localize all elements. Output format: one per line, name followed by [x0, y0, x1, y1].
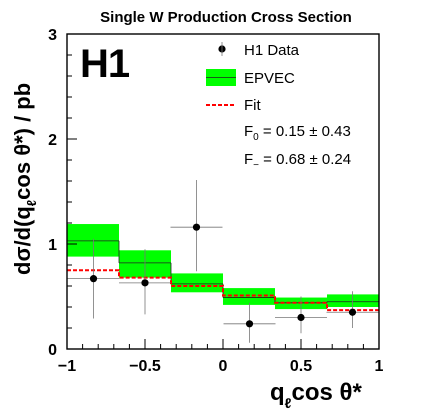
- epvec-band-bin: [171, 273, 223, 293]
- data-point: [348, 308, 357, 316]
- epvec-band-bin: [223, 288, 275, 305]
- x-tick-label: 1: [375, 358, 384, 375]
- x-tick-label: −0.5: [129, 358, 161, 375]
- legend-epvec-label: EPVEC: [244, 70, 295, 87]
- data-point: [141, 279, 149, 287]
- legend-fit-label: Fit: [244, 97, 261, 114]
- fit-result-label: F− = 0.68 ± 0.24: [244, 151, 351, 171]
- x-axis-label: qℓcos θ*: [270, 379, 363, 411]
- x-tick-label: 0: [219, 358, 228, 375]
- data-point: [89, 275, 98, 283]
- legend-data-label: H1 Data: [244, 42, 300, 59]
- axis-ticks: −1 −0.5 0 0.5 1 0 1 2 3: [48, 27, 383, 375]
- fit-step-line: [67, 269, 379, 312]
- x-tick-label: 0.5: [290, 358, 312, 375]
- data-point: [297, 313, 305, 322]
- y-tick-label: 0: [48, 342, 57, 359]
- y-tick-label: 1: [48, 237, 57, 254]
- y-tick-label: 2: [48, 132, 57, 149]
- fit-result-label: F0 = 0.15 ± 0.43: [244, 123, 351, 143]
- chart-title: Single W Production Cross Section: [100, 9, 352, 26]
- y-tick-label: 3: [48, 27, 57, 44]
- data-point: [245, 320, 254, 328]
- y-axis-label: dσ/d(qℓcos θ*) / pb: [10, 83, 39, 275]
- epvec-band-bin: [327, 294, 379, 307]
- fit-step-group: [67, 269, 379, 312]
- experiment-label: H1: [80, 42, 130, 86]
- epvec-band-bin: [67, 224, 119, 257]
- x-tick-label: −1: [58, 358, 76, 375]
- legend: H1 Data EPVEC Fit F0 = 0.15 ± 0.43 F− = 0.68…: [206, 42, 351, 171]
- axis-labels: Single W Production Cross Section H1 qℓcos…: [10, 9, 363, 411]
- data-point: [192, 223, 201, 231]
- data-points-group: [67, 179, 379, 343]
